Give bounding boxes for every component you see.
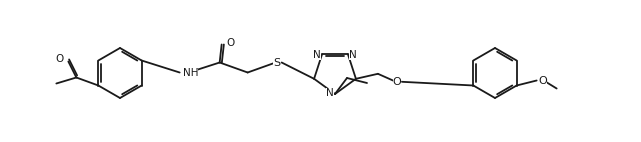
Text: NH: NH: [183, 68, 198, 79]
Text: N: N: [326, 88, 334, 98]
Text: N: N: [349, 50, 356, 60]
Text: S: S: [273, 58, 280, 67]
Text: O: O: [55, 55, 63, 64]
Text: O: O: [227, 37, 235, 48]
Text: N: N: [313, 50, 321, 60]
Text: O: O: [538, 77, 547, 86]
Text: O: O: [392, 77, 401, 87]
